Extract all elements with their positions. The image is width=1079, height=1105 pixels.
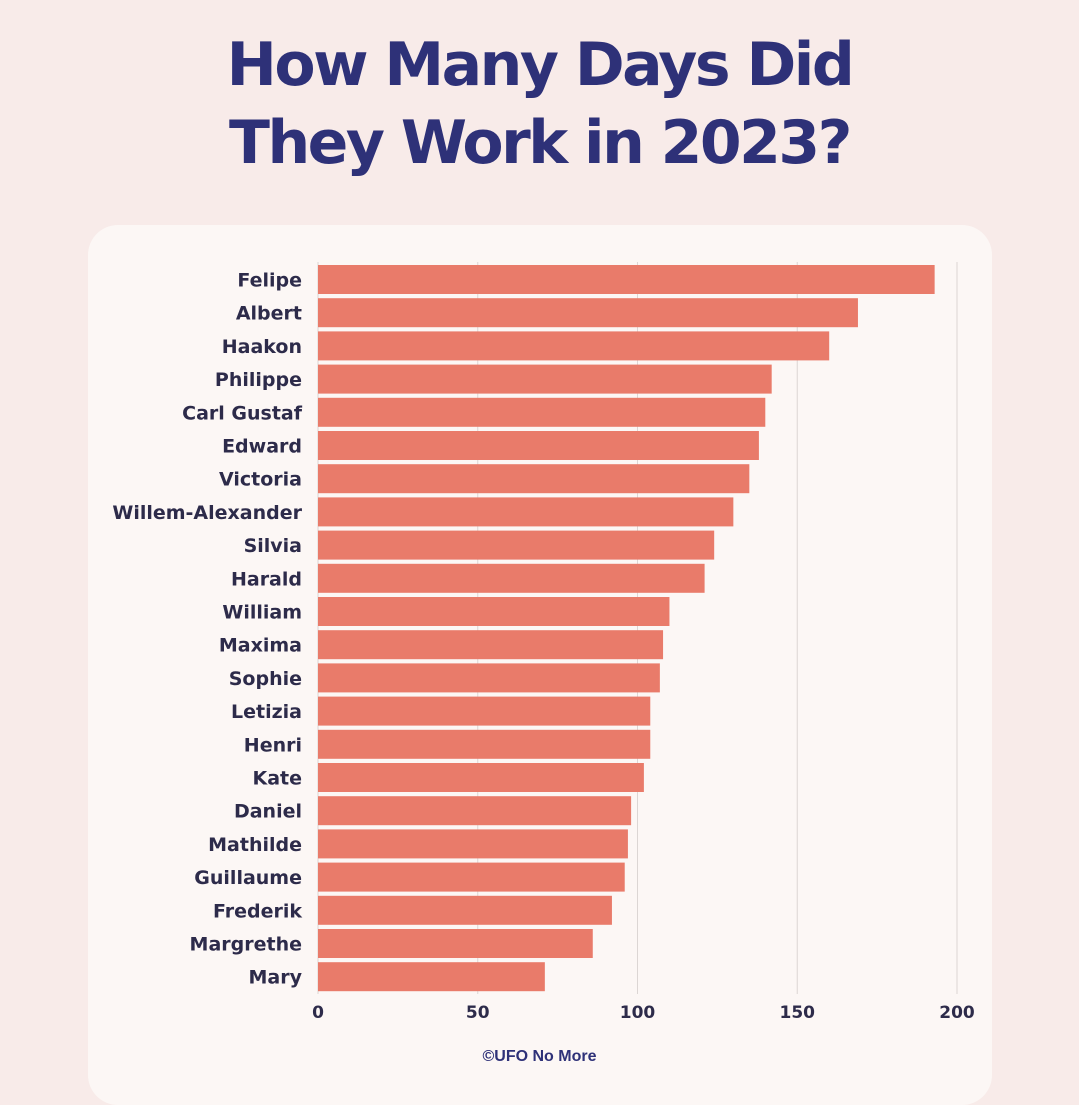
bar-maxima xyxy=(318,630,664,660)
category-label: Henri xyxy=(244,734,302,756)
category-label: Edward xyxy=(222,436,302,458)
bar-henri xyxy=(318,729,651,759)
category-label: Harald xyxy=(231,568,302,590)
category-label: Felipe xyxy=(237,270,302,292)
x-tick-label: 200 xyxy=(939,1003,975,1023)
category-label: Margrethe xyxy=(190,934,302,956)
category-label: Guillaume xyxy=(194,867,302,889)
bar-victoria xyxy=(318,464,750,494)
x-tick-label: 100 xyxy=(620,1003,656,1023)
bar-silvia xyxy=(318,530,715,560)
category-label: Willem-Alexander xyxy=(112,502,302,524)
bar-philippe xyxy=(318,364,772,394)
credit-text: ©UFO No More xyxy=(482,1048,597,1065)
bar-kate xyxy=(318,763,644,792)
bar-daniel xyxy=(318,796,632,826)
category-label: Mary xyxy=(249,967,303,989)
bar-carl-gustaf xyxy=(318,397,766,427)
bar-felipe xyxy=(318,265,935,294)
bar-william xyxy=(318,597,670,626)
category-label: Haakon xyxy=(222,336,302,358)
category-label: Philippe xyxy=(215,369,302,391)
bar-mathilde xyxy=(318,829,628,859)
bar-margrethe xyxy=(318,929,593,958)
category-label: Maxima xyxy=(219,635,302,657)
bar-chart: Felipe Albert Haakon Philippe Carl Gustaf Edw… xyxy=(112,262,975,1023)
category-label: William xyxy=(222,602,302,624)
category-label: Kate xyxy=(252,768,302,790)
x-tick-label: 50 xyxy=(466,1003,490,1023)
category-label: Victoria xyxy=(219,469,302,491)
title-line-1: How Many Days Did xyxy=(226,30,855,100)
title-line-2: They Work in 2023? xyxy=(229,108,852,178)
category-label: Daniel xyxy=(234,801,302,823)
bar-haakon xyxy=(318,331,830,361)
bar-edward xyxy=(318,431,759,460)
category-label: Mathilde xyxy=(208,834,302,856)
category-label: Carl Gustaf xyxy=(182,402,303,424)
x-tick-label: 150 xyxy=(780,1003,816,1023)
bar-mary xyxy=(318,962,545,992)
bar-guillaume xyxy=(318,862,625,892)
category-label: Letizia xyxy=(231,701,302,723)
bar-frederik xyxy=(318,895,612,925)
page-title: How Many Days Did They Work in 2023? xyxy=(0,26,1079,182)
category-label: Frederik xyxy=(213,900,302,922)
bar-sophie xyxy=(318,663,660,693)
category-label: Sophie xyxy=(229,668,302,690)
bar-willem-alexander xyxy=(318,497,734,527)
x-tick-label: 0 xyxy=(312,1003,324,1023)
bar-harald xyxy=(318,563,705,593)
category-label: Albert xyxy=(236,303,302,325)
bar-letizia xyxy=(318,696,651,726)
category-label: Silvia xyxy=(244,535,302,557)
bar-albert xyxy=(318,298,858,328)
